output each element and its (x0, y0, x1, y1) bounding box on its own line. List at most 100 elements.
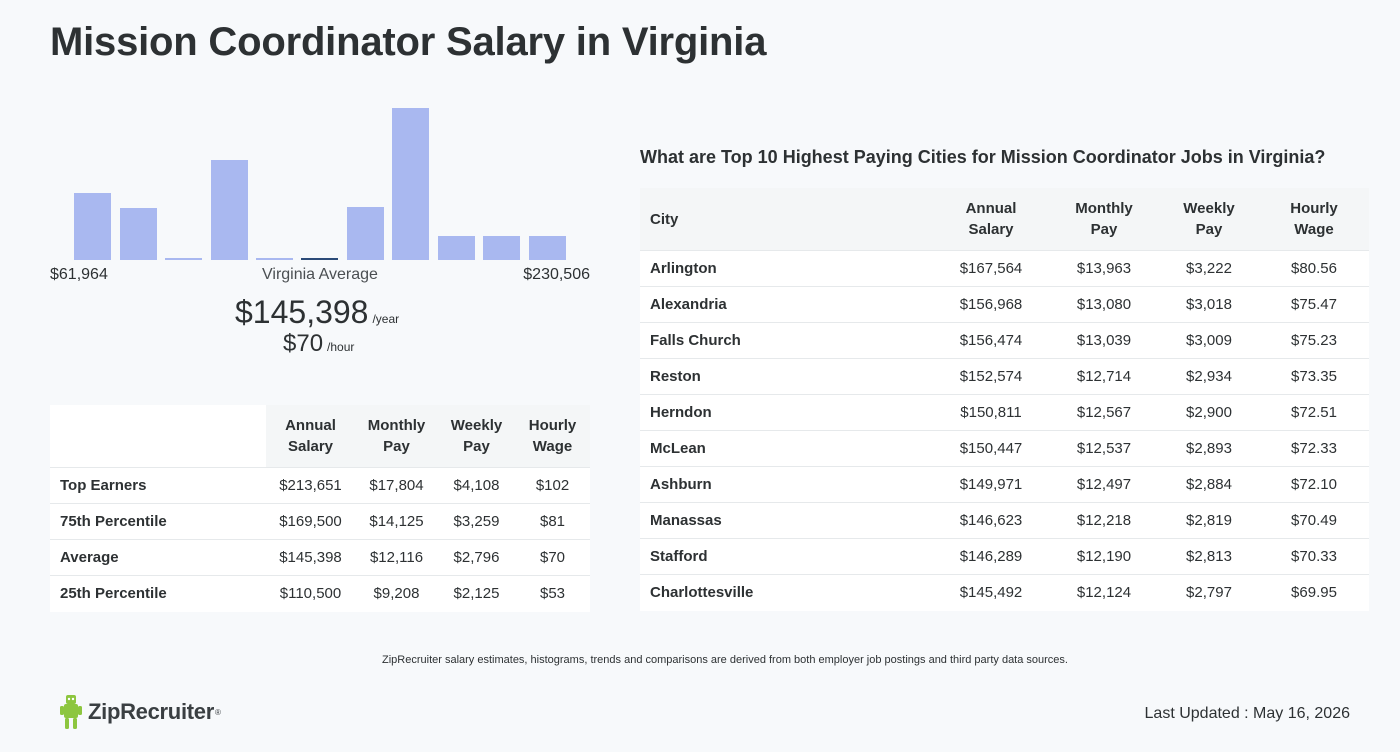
city-pay-cell: $72.10 (1259, 466, 1369, 503)
percentile-table: Annual Salary Monthly Pay Weekly Pay Hourly… (50, 405, 590, 612)
city-name: Alexandria (640, 286, 933, 323)
histogram-bar (120, 208, 157, 260)
city-pay-cell: $146,289 (933, 538, 1049, 575)
city-row: Herndon $150,811 $12,567 $2,900 $72.51 (640, 394, 1369, 431)
city-name: Ashburn (640, 466, 933, 503)
city-pay-cell: $75.47 (1259, 286, 1369, 323)
city-row: Arlington $167,564 $13,963 $3,222 $80.56 (640, 250, 1369, 287)
average-hourly-wage: $70/hour (283, 330, 354, 358)
city-name: Arlington (640, 250, 933, 287)
percentile-cell: $2,125 (438, 575, 515, 612)
city-name: Stafford (640, 538, 933, 575)
data-disclaimer: ZipRecruiter salary estimates, histogram… (382, 654, 1068, 666)
header-line: Wage (532, 438, 573, 455)
percentile-cell: $81 (515, 503, 590, 540)
city-pay-cell: $3,222 (1159, 250, 1259, 287)
average-yearly-value: $145,398 (235, 294, 369, 330)
percentile-cell: $4,108 (438, 467, 515, 504)
percentile-cell: $110,500 (266, 575, 355, 612)
city-name: Charlottesville (640, 574, 933, 611)
histogram-bar (392, 108, 429, 260)
percentile-header-monthly: Monthly Pay (355, 405, 438, 468)
histogram-bar-average (301, 258, 338, 260)
city-pay-cell: $156,968 (933, 286, 1049, 323)
city-pay-cell: $13,080 (1049, 286, 1159, 323)
histogram-bar (529, 236, 566, 260)
city-pay-cell: $13,963 (1049, 250, 1159, 287)
percentile-row: Average $145,398 $12,116 $2,796 $70 (50, 539, 590, 576)
city-pay-cell: $2,797 (1159, 574, 1259, 611)
city-pay-cell: $12,537 (1049, 430, 1159, 467)
city-pay-cell: $149,971 (933, 466, 1049, 503)
average-yearly-salary: $145,398/year (235, 294, 399, 331)
header-line: Weekly (1183, 200, 1235, 217)
city-name: Manassas (640, 502, 933, 539)
page-title: Mission Coordinator Salary in Virginia (50, 20, 767, 64)
percentile-table-header-row: Annual Salary Monthly Pay Weekly Pay Hourly… (50, 405, 590, 468)
city-pay-cell: $72.51 (1259, 394, 1369, 431)
city-row: McLean $150,447 $12,537 $2,893 $72.33 (640, 430, 1369, 467)
average-yearly-unit: /year (372, 312, 400, 326)
percentile-row: Top Earners $213,651 $17,804 $4,108 $102 (50, 467, 590, 504)
city-pay-cell: $145,492 (933, 574, 1049, 611)
header-line: Hourly (528, 417, 577, 434)
histogram-bar (211, 160, 248, 260)
histogram-bar (74, 193, 111, 260)
percentile-table-body: Top Earners $213,651 $17,804 $4,108 $102 75th… (50, 467, 590, 612)
city-row: Charlottesville $145,492 $12,124 $2,797 $69.… (640, 574, 1369, 611)
city-name: Herndon (640, 394, 933, 431)
percentile-cell: $14,125 (355, 503, 438, 540)
city-pay-cell: $12,497 (1049, 466, 1159, 503)
ziprecruiter-logo[interactable]: ZipRecruiter ® (60, 695, 221, 729)
header-line: Pay (1195, 221, 1223, 238)
histogram-max-label: $230,506 (523, 266, 590, 283)
city-pay-cell: $3,009 (1159, 322, 1259, 359)
city-pay-cell: $80.56 (1259, 250, 1369, 287)
header-line: Annual (285, 417, 336, 434)
city-pay-cell: $146,623 (933, 502, 1049, 539)
header-line: Monthly (1075, 200, 1133, 217)
percentile-row-label: 25th Percentile (50, 575, 266, 612)
histogram-bar (483, 236, 520, 260)
cities-header-city: City (640, 188, 933, 251)
city-row: Stafford $146,289 $12,190 $2,813 $70.33 (640, 538, 1369, 575)
city-pay-cell: $167,564 (933, 250, 1049, 287)
histogram-min-label: $61,964 (50, 266, 108, 283)
city-name: Reston (640, 358, 933, 395)
percentile-row: 75th Percentile $169,500 $14,125 $3,259 $81 (50, 503, 590, 540)
percentile-row-label: Top Earners (50, 467, 266, 504)
city-pay-cell: $69.95 (1259, 574, 1369, 611)
city-pay-cell: $13,039 (1049, 322, 1159, 359)
percentile-header-weekly: Weekly Pay (438, 405, 515, 468)
city-pay-cell: $12,124 (1049, 574, 1159, 611)
percentile-cell: $70 (515, 539, 590, 576)
average-hourly-unit: /hour (327, 340, 355, 354)
city-pay-cell: $73.35 (1259, 358, 1369, 395)
percentile-row: 25th Percentile $110,500 $9,208 $2,125 $53 (50, 575, 590, 612)
histogram-average-label: Virginia Average (262, 266, 378, 283)
city-pay-cell: $2,893 (1159, 430, 1259, 467)
city-pay-cell: $70.33 (1259, 538, 1369, 575)
cities-table-body: Arlington $167,564 $13,963 $3,222 $80.56 Alex… (640, 250, 1369, 611)
city-pay-cell: $12,218 (1049, 502, 1159, 539)
average-hourly-value: $70 (283, 330, 324, 357)
header-line: Monthly (367, 417, 426, 434)
percentile-cell: $169,500 (266, 503, 355, 540)
percentile-cell: $145,398 (266, 539, 355, 576)
city-row: Reston $152,574 $12,714 $2,934 $73.35 (640, 358, 1369, 395)
city-pay-cell: $12,714 (1049, 358, 1159, 395)
cities-header-monthly: Monthly Pay (1049, 188, 1159, 251)
percentile-header-annual: Annual Salary (266, 405, 355, 468)
percentile-cell: $2,796 (438, 539, 515, 576)
cities-header-weekly: Weekly Pay (1159, 188, 1259, 251)
city-pay-cell: $3,018 (1159, 286, 1259, 323)
header-line: Pay (463, 438, 490, 455)
ziprecruiter-mascot-icon (60, 695, 82, 729)
city-row: Manassas $146,623 $12,218 $2,819 $70.49 (640, 502, 1369, 539)
percentile-cell: $53 (515, 575, 590, 612)
city-name: McLean (640, 430, 933, 467)
histogram-bar (347, 207, 384, 260)
city-pay-cell: $12,190 (1049, 538, 1159, 575)
city-pay-cell: $75.23 (1259, 322, 1369, 359)
